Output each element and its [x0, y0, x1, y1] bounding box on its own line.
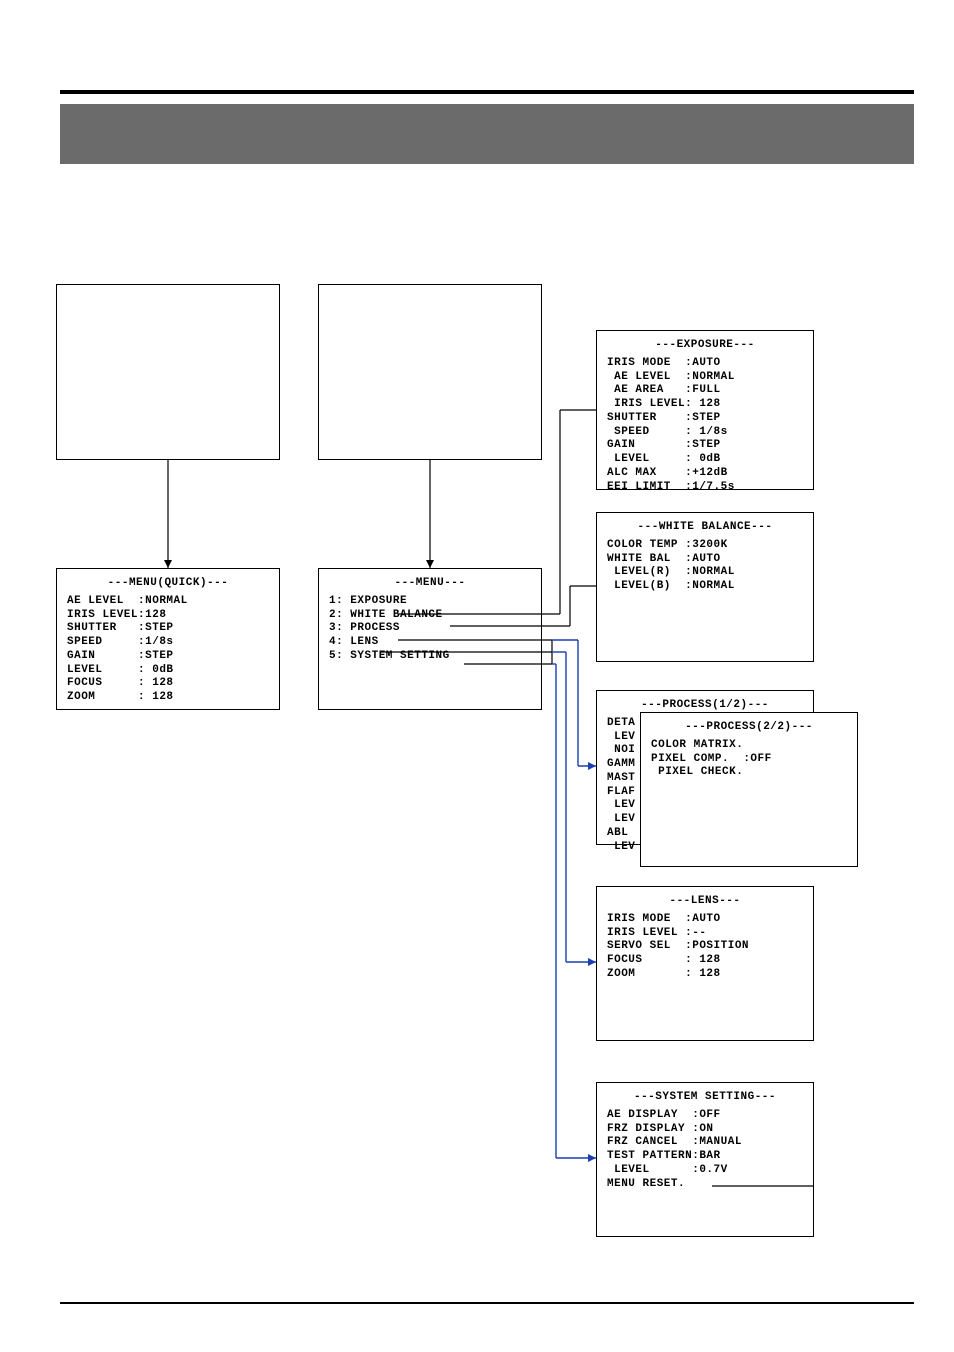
menu-row: ZOOM : 128: [67, 691, 269, 705]
system-rows: AE DISPLAY :OFFFRZ DISPLAY :ONFRZ CANCEL…: [607, 1109, 803, 1192]
system-title: ---SYSTEM SETTING---: [607, 1091, 803, 1105]
menu-row: SERVO SEL :POSITION: [607, 940, 803, 954]
menu-rows: 1: EXPOSURE2: WHITE BALANCE3: PROCESS4: …: [329, 595, 531, 664]
white-balance-title: ---WHITE BALANCE---: [607, 521, 803, 535]
menu-quick-rows: AE LEVEL :NORMALIRIS LEVEL:128SHUTTER :S…: [67, 595, 269, 705]
exposure-rows: IRIS MODE :AUTO AE LEVEL :NORMAL AE AREA…: [607, 357, 803, 495]
menu-row: WHITE BAL :AUTO: [607, 553, 803, 567]
menu-row: AE LEVEL :NORMAL: [607, 371, 803, 385]
menu-row: LEVEL : 0dB: [607, 453, 803, 467]
menu-quick-title: ---MENU(QUICK)---: [67, 577, 269, 591]
bottom-rule: [60, 1302, 914, 1304]
menu-row: FRZ CANCEL :MANUAL: [607, 1136, 803, 1150]
menu-row: PIXEL COMP. :OFF: [651, 753, 847, 767]
exposure-title: ---EXPOSURE---: [607, 339, 803, 353]
process-2-rows: COLOR MATRIX.PIXEL COMP. :OFF PIXEL CHEC…: [651, 739, 847, 780]
menu-row: ZOOM : 128: [607, 968, 803, 982]
menu-row: AE DISPLAY :OFF: [607, 1109, 803, 1123]
menu-row: IRIS MODE :AUTO: [607, 913, 803, 927]
menu-row: PIXEL CHECK.: [651, 766, 847, 780]
process-2-panel: ---PROCESS(2/2)--- COLOR MATRIX.PIXEL CO…: [640, 712, 858, 867]
menu-title: ---MENU---: [329, 577, 531, 591]
menu-row: LEVEL(B) :NORMAL: [607, 580, 803, 594]
lens-rows: IRIS MODE :AUTOIRIS LEVEL :--SERVO SEL :…: [607, 913, 803, 982]
menu-row: SPEED :1/8s: [67, 636, 269, 650]
menu-row: 4: LENS: [329, 636, 531, 650]
white-balance-panel: ---WHITE BALANCE--- COLOR TEMP :3200KWHI…: [596, 512, 814, 662]
menu-row: EEI LIMIT :1/7.5s: [607, 481, 803, 495]
menu-row: IRIS MODE :AUTO: [607, 357, 803, 371]
menu-row: IRIS LEVEL :--: [607, 927, 803, 941]
menu-row: 3: PROCESS: [329, 622, 531, 636]
menu-row: COLOR MATRIX.: [651, 739, 847, 753]
menu-row: FOCUS : 128: [607, 954, 803, 968]
menu-row: LEVEL : 0dB: [67, 664, 269, 678]
process-1-title: ---PROCESS(1/2)---: [607, 699, 803, 713]
menu-row: IRIS LEVEL:128: [67, 609, 269, 623]
exposure-panel: ---EXPOSURE--- IRIS MODE :AUTO AE LEVEL …: [596, 330, 814, 490]
menu-row: IRIS LEVEL: 128: [607, 398, 803, 412]
white-balance-rows: COLOR TEMP :3200KWHITE BAL :AUTO LEVEL(R…: [607, 539, 803, 594]
lens-panel: ---LENS--- IRIS MODE :AUTOIRIS LEVEL :--…: [596, 886, 814, 1041]
system-panel: ---SYSTEM SETTING--- AE DISPLAY :OFFFRZ …: [596, 1082, 814, 1237]
menu-row: GAIN :STEP: [607, 439, 803, 453]
menu-panel: ---MENU--- 1: EXPOSURE2: WHITE BALANCE3:…: [318, 568, 542, 710]
blank-panel-mid: [318, 284, 542, 460]
menu-row: AE AREA :FULL: [607, 384, 803, 398]
banner: [60, 104, 914, 164]
menu-row: MENU RESET.: [607, 1178, 803, 1192]
menu-quick-panel: ---MENU(QUICK)--- AE LEVEL :NORMALIRIS L…: [56, 568, 280, 710]
menu-row: TEST PATTERN:BAR: [607, 1150, 803, 1164]
menu-row: LEVEL :0.7V: [607, 1164, 803, 1178]
top-rule: [60, 90, 914, 94]
menu-row: FRZ DISPLAY :ON: [607, 1123, 803, 1137]
menu-row: 2: WHITE BALANCE: [329, 609, 531, 623]
menu-row: COLOR TEMP :3200K: [607, 539, 803, 553]
lens-title: ---LENS---: [607, 895, 803, 909]
menu-row: 5: SYSTEM SETTING: [329, 650, 531, 664]
menu-row: ALC MAX :+12dB: [607, 467, 803, 481]
menu-row: SHUTTER :STEP: [607, 412, 803, 426]
menu-row: LEVEL(R) :NORMAL: [607, 566, 803, 580]
process-2-title: ---PROCESS(2/2)---: [651, 721, 847, 735]
menu-row: SPEED : 1/8s: [607, 426, 803, 440]
blank-panel-left: [56, 284, 280, 460]
menu-row: FOCUS : 128: [67, 677, 269, 691]
menu-row: GAIN :STEP: [67, 650, 269, 664]
menu-row: 1: EXPOSURE: [329, 595, 531, 609]
menu-row: SHUTTER :STEP: [67, 622, 269, 636]
menu-row: AE LEVEL :NORMAL: [67, 595, 269, 609]
